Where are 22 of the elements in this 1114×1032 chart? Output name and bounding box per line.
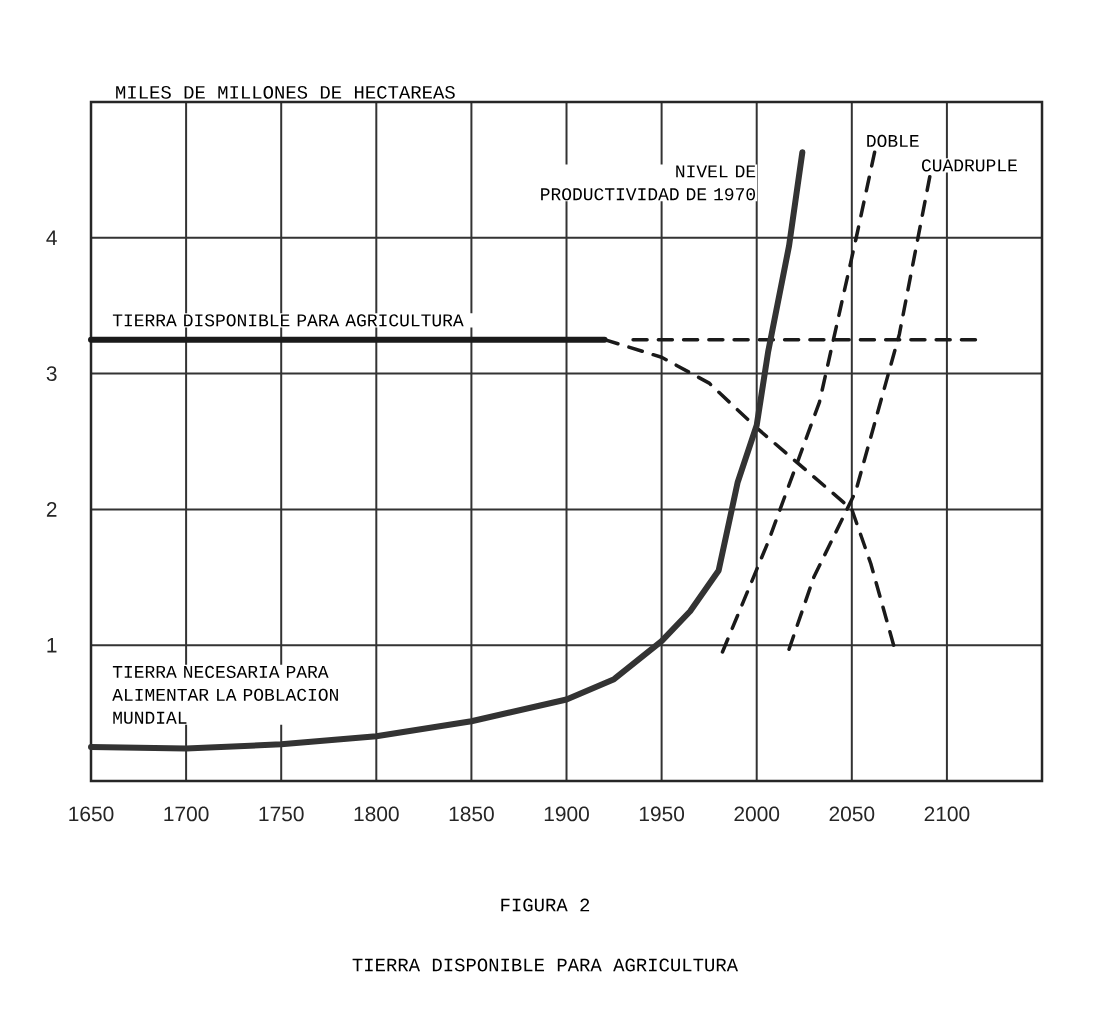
text: TIERRA DISPONIBLE PARA AGRICULTURA: [352, 958, 739, 972]
y-tick-label: 3: [46, 366, 57, 381]
y-axis-title: MILES DE MILLONES DE HECTAREAS: [116, 85, 455, 99]
x-tick-label: 2000: [734, 806, 780, 822]
series-label: DOBLE: [867, 134, 919, 148]
series-label: TIERRA DISPONIBLE PARA AGRICULTURA: [112, 314, 464, 327]
y-tick-label: 4: [46, 230, 57, 245]
x-tick-label: 1850: [449, 806, 494, 822]
x-tick-label: 1650: [69, 806, 114, 822]
x-tick-label: 1950: [639, 806, 685, 822]
x-tick-label: 1900: [544, 806, 589, 822]
x-tick-label: 1750: [259, 806, 304, 822]
y-tick-label: 2: [46, 502, 57, 517]
x-tick-label: 2100: [924, 806, 970, 822]
y-tick-label: 1: [47, 637, 57, 653]
x-tick-label: 1700: [164, 806, 209, 822]
x-tick-label: 1800: [354, 806, 399, 822]
annotation: NIVEL DE PRODUCTIVIDAD DE 1970: [541, 165, 756, 201]
series-label: CUADRUPLE: [921, 159, 1017, 172]
x-tick-label: 2050: [829, 806, 875, 822]
series-label: TIERRA NECESARIA PARA ALIMENTAR LA POBLACION MUNDIAL: [112, 665, 338, 724]
text: FIGURA 2: [501, 898, 590, 912]
